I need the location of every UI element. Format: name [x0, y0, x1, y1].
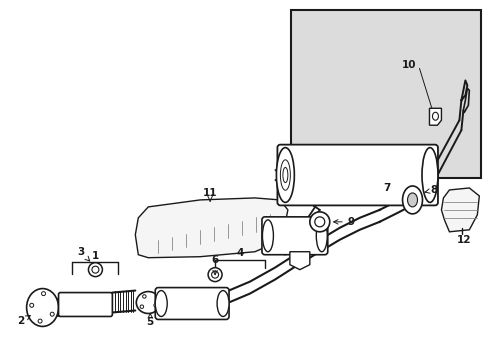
- FancyBboxPatch shape: [262, 217, 327, 255]
- Polygon shape: [428, 108, 441, 125]
- Bar: [290, 10, 480, 178]
- Text: 8: 8: [424, 185, 437, 195]
- Ellipse shape: [217, 291, 228, 316]
- Text: 4: 4: [236, 248, 243, 258]
- Text: 1: 1: [92, 251, 99, 261]
- Ellipse shape: [309, 212, 329, 232]
- Ellipse shape: [431, 112, 438, 120]
- Text: 9: 9: [333, 217, 354, 227]
- Ellipse shape: [154, 303, 157, 307]
- Text: 12: 12: [456, 235, 470, 245]
- Ellipse shape: [421, 148, 437, 202]
- Ellipse shape: [26, 289, 59, 327]
- Ellipse shape: [30, 303, 34, 307]
- Text: 11: 11: [203, 188, 217, 201]
- FancyBboxPatch shape: [155, 288, 228, 319]
- Ellipse shape: [402, 186, 422, 214]
- Polygon shape: [135, 198, 287, 258]
- Ellipse shape: [276, 148, 294, 202]
- Ellipse shape: [262, 220, 273, 252]
- FancyBboxPatch shape: [59, 293, 112, 316]
- FancyBboxPatch shape: [277, 145, 437, 206]
- Ellipse shape: [211, 271, 218, 278]
- Ellipse shape: [88, 263, 102, 276]
- Ellipse shape: [92, 266, 99, 273]
- Ellipse shape: [142, 295, 146, 298]
- Polygon shape: [441, 188, 478, 232]
- Ellipse shape: [155, 291, 167, 316]
- Text: 6: 6: [211, 255, 218, 275]
- Text: 7: 7: [382, 183, 389, 193]
- Ellipse shape: [314, 217, 324, 227]
- Ellipse shape: [208, 268, 222, 282]
- Ellipse shape: [140, 305, 143, 309]
- Text: 10: 10: [401, 60, 415, 71]
- Ellipse shape: [136, 292, 160, 314]
- Text: 5: 5: [146, 314, 154, 328]
- Ellipse shape: [50, 312, 54, 316]
- Ellipse shape: [407, 193, 417, 207]
- Ellipse shape: [38, 319, 42, 323]
- Text: 3: 3: [77, 247, 89, 261]
- Ellipse shape: [41, 292, 45, 296]
- Ellipse shape: [316, 220, 326, 252]
- Text: 2: 2: [17, 315, 30, 327]
- Polygon shape: [289, 252, 309, 270]
